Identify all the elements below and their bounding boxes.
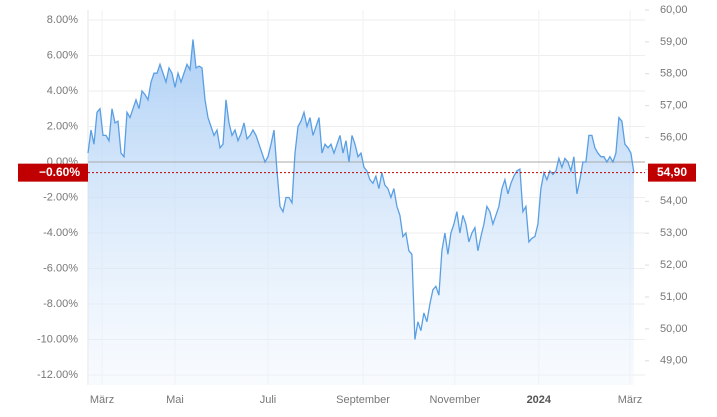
last-price-box xyxy=(648,163,696,182)
y-tick-label: 6.00% xyxy=(47,49,78,61)
last-value-label: −0.60% xyxy=(39,165,80,179)
x-tick-label: März xyxy=(90,394,114,406)
y-tick-label: -8.00% xyxy=(43,298,78,310)
x-tick-label: 2024 xyxy=(527,394,552,406)
y-tick-label: -10.00% xyxy=(37,333,78,345)
x-tick-label: September xyxy=(336,394,390,406)
y-tick-label: -6.00% xyxy=(43,262,78,274)
last-value-box xyxy=(18,163,88,182)
y2-tick-label: 56,00 xyxy=(660,131,688,143)
price-line xyxy=(87,39,635,340)
y-tick-label: -4.00% xyxy=(43,227,78,239)
y-tick-label: -12.00% xyxy=(37,369,78,381)
y2-tick-label: 60,00 xyxy=(660,4,688,16)
y-tick-label: 2.00% xyxy=(47,120,78,132)
y2-tick-label: 49,00 xyxy=(660,355,688,367)
y2-tick-label: 53,00 xyxy=(660,227,688,239)
y2-tick-label: 58,00 xyxy=(660,68,688,80)
x-tick-label: Mai xyxy=(166,394,184,406)
y2-tick-label: 54,00 xyxy=(660,195,688,207)
y2-tick-label: 51,00 xyxy=(660,291,688,303)
y2-tick-label: 57,00 xyxy=(660,100,688,112)
y2-tick-label: 59,00 xyxy=(660,36,688,48)
y2-tick-label: 52,00 xyxy=(660,259,688,271)
y-tick-label: 4.00% xyxy=(47,85,78,97)
last-price-label: 54,90 xyxy=(657,165,687,179)
x-tick-label: November xyxy=(429,394,480,406)
y2-tick-label: 50,00 xyxy=(660,323,688,335)
x-tick-label: März xyxy=(618,394,642,406)
x-tick-label: Juli xyxy=(260,394,277,406)
y-tick-label: 8.00% xyxy=(47,14,78,26)
y-tick-label: -2.00% xyxy=(43,191,78,203)
